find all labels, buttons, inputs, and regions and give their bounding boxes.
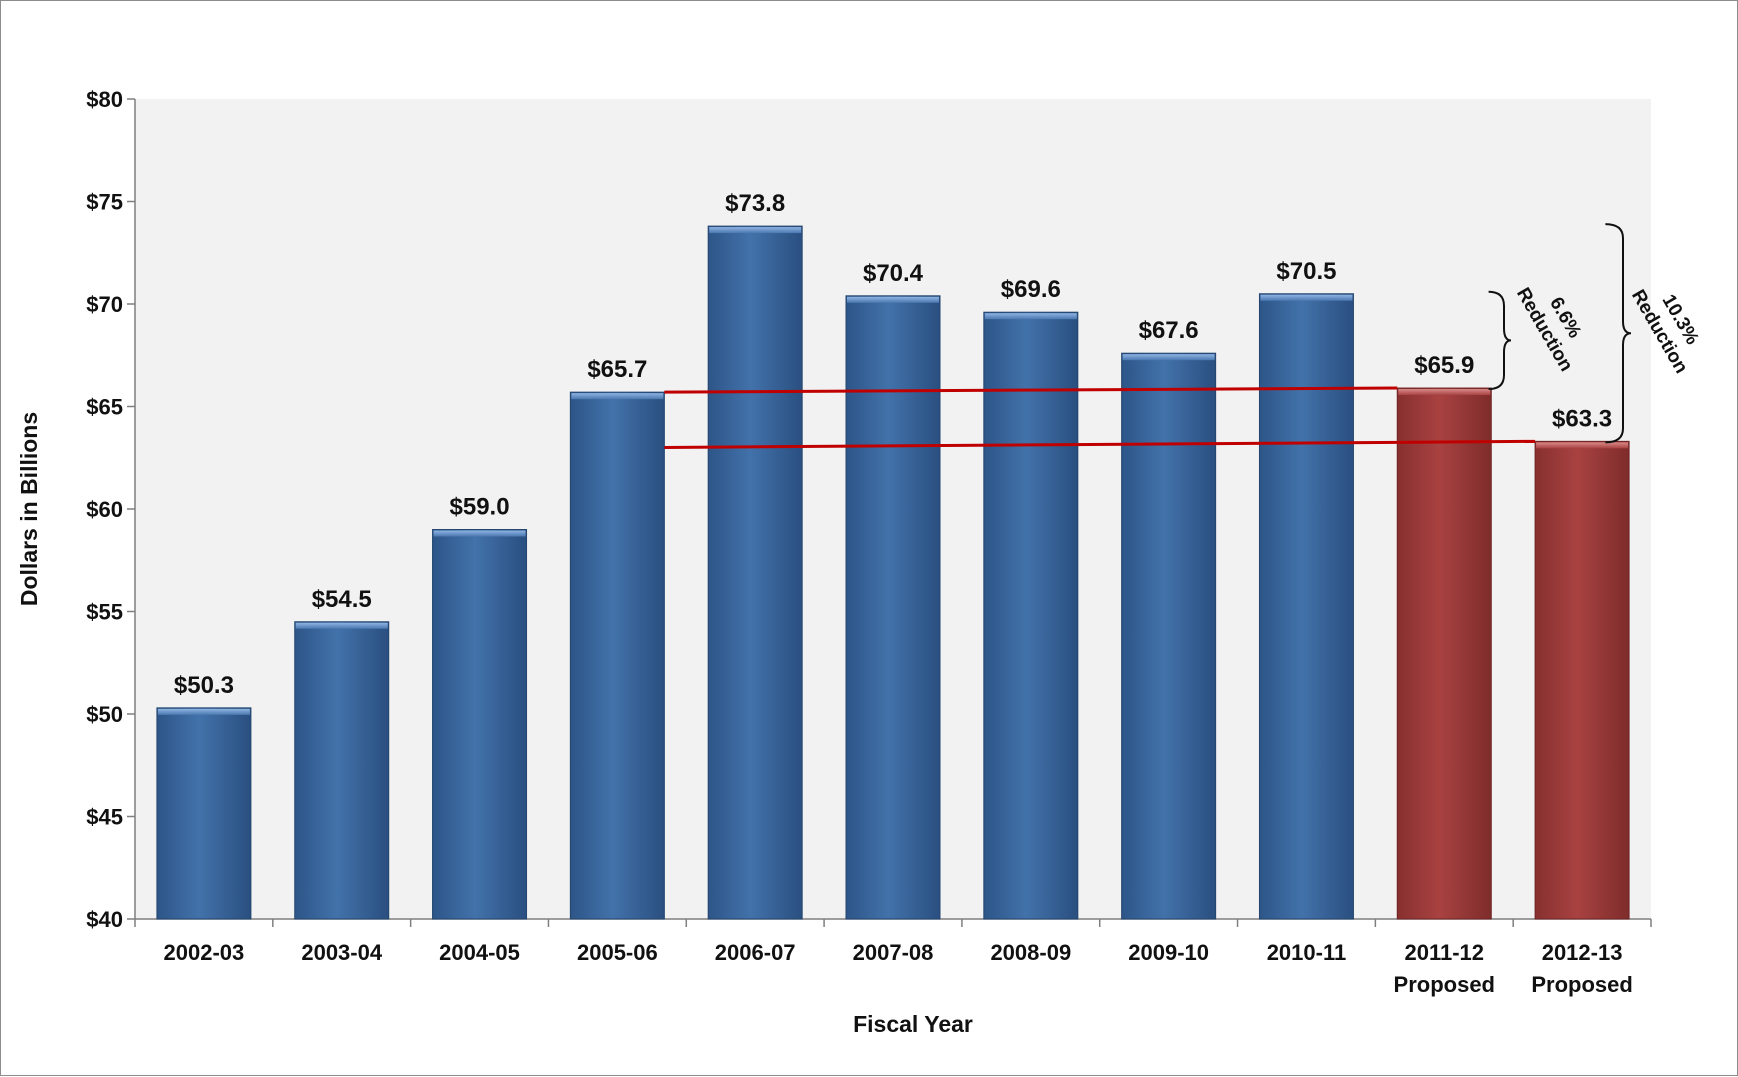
- bar-top-highlight: [709, 227, 802, 234]
- y-tick-label: $60: [86, 497, 123, 522]
- x-tick-label: Proposed: [1531, 972, 1632, 997]
- bar-top-highlight: [1536, 442, 1629, 449]
- data-label: $69.6: [1001, 276, 1061, 303]
- data-label: $65.9: [1414, 352, 1474, 379]
- x-tick-label: 2006-07: [715, 940, 796, 965]
- y-tick-label: $45: [86, 805, 123, 830]
- data-label: $73.8: [725, 190, 785, 217]
- data-label: $67.6: [1139, 317, 1199, 344]
- y-tick-label: $75: [86, 190, 123, 215]
- bar-top-highlight: [433, 530, 526, 537]
- brace-bracket: [1605, 223, 1632, 444]
- bar-proposed: [1396, 387, 1492, 920]
- reference-line: [664, 386, 1398, 394]
- bar: [156, 707, 252, 920]
- bar: [1121, 352, 1217, 920]
- reference-lines: [664, 386, 1536, 449]
- x-axis: 2002-03 2003-04 2004-05 2005-06 2006-07 2007-…: [134, 918, 1652, 997]
- y-tick-label: $55: [86, 600, 123, 625]
- bar: [983, 311, 1079, 920]
- y-tick-label: $80: [86, 87, 123, 112]
- reference-line: [664, 439, 1536, 449]
- brace-bracket: [1488, 290, 1512, 391]
- x-tick-label: 2002-03: [164, 940, 245, 965]
- x-tick-label: 2012-13: [1542, 940, 1623, 965]
- x-tick-label: 2005-06: [577, 940, 658, 965]
- data-label: $50.3: [174, 672, 234, 699]
- y-tick-label: $65: [86, 395, 123, 420]
- x-tick-label: Proposed: [1394, 972, 1495, 997]
- bar-top-highlight: [847, 296, 939, 303]
- x-tick-label: 2010-11: [1267, 940, 1347, 965]
- y-tick-label: $40: [86, 907, 123, 932]
- bar-top-highlight: [984, 313, 1077, 320]
- y-axis: $40 $45 $50 $55 $60 $65 $70 $75 $80: [86, 87, 136, 932]
- bar-proposed: [1534, 440, 1630, 920]
- data-label: $63.3: [1552, 405, 1612, 432]
- bar-top-highlight: [157, 708, 250, 715]
- y-axis-title: Dollars in Billions: [16, 412, 42, 606]
- bar: [707, 225, 803, 920]
- data-label: $54.5: [312, 586, 372, 613]
- bar-top-highlight: [295, 622, 388, 629]
- x-tick-label: 2003-04: [301, 940, 383, 965]
- bar-top-highlight: [1122, 354, 1215, 361]
- bar: [569, 391, 665, 920]
- bar-top-highlight: [1398, 389, 1491, 396]
- bar-top-highlight: [1260, 294, 1353, 301]
- x-tick-label: 2007-08: [853, 940, 934, 965]
- x-tick-label: 2011-12: [1405, 940, 1485, 965]
- x-tick-label: 2009-10: [1128, 940, 1209, 965]
- x-axis-title: Fiscal Year: [853, 1011, 973, 1037]
- bar: [845, 295, 941, 920]
- data-label: $59.0: [450, 494, 510, 521]
- data-label: $70.4: [863, 260, 924, 287]
- bar: [294, 621, 390, 920]
- bar-top-highlight: [571, 393, 664, 400]
- x-tick-label: 2004-05: [439, 940, 520, 965]
- bars: [156, 225, 1630, 920]
- y-tick-label: $50: [86, 702, 123, 727]
- y-tick-label: $70: [86, 292, 123, 317]
- data-label: $70.5: [1276, 258, 1336, 285]
- data-labels: $50.3 $54.5 $59.0 $65.7 $73.8 $70.4 $69.6 $67.6…: [174, 190, 1612, 699]
- bar: [1258, 293, 1354, 920]
- data-label: $65.7: [587, 356, 647, 383]
- bar: [432, 529, 528, 920]
- x-tick-label: 2008-09: [990, 940, 1071, 965]
